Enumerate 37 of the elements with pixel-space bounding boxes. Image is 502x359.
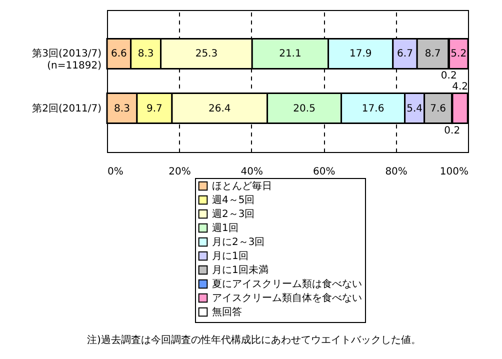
data-label: 8.3	[138, 48, 154, 60]
data-label: 5.2	[450, 48, 467, 60]
data-label: 6.6	[110, 48, 127, 60]
x-tick-label: 100%	[440, 166, 468, 178]
legend-label: 月に1回未満	[212, 264, 268, 276]
data-label: 8.3	[114, 103, 130, 114]
x-tick-label: 40%	[240, 166, 264, 178]
x-tick-label: 80%	[385, 166, 408, 178]
data-label: 5.4	[406, 103, 423, 114]
data-label: 7.6	[430, 103, 446, 114]
data-label: 9.7	[146, 103, 162, 114]
x-tick-label: 20%	[168, 166, 191, 178]
data-label: 21.1	[279, 48, 302, 60]
legend-label: 週1回	[212, 223, 238, 234]
data-label: 4.2	[452, 81, 468, 92]
x-tick-label: 60%	[312, 166, 336, 178]
data-label: 25.3	[195, 48, 218, 60]
legend-label: アイスクリーム類自体を食べない	[212, 292, 362, 304]
legend-label: 週4～5回	[212, 195, 255, 206]
data-label: 17.9	[349, 48, 372, 60]
data-label: 26.4	[208, 103, 231, 114]
legend-label: 週2～3回	[212, 209, 255, 220]
y-tick-label: 第2回(2011/7)	[32, 102, 102, 114]
text: 注)過去調査は今回調査の性年代構成比にあわせてウエイトバックした値。	[87, 334, 421, 346]
data-label: 8.7	[424, 48, 441, 60]
legend-label: 月に2～3回	[212, 237, 265, 248]
x-tick-label: 0%	[108, 166, 124, 178]
legend-label: ほとんど毎日	[212, 180, 272, 192]
legend-label: 月に1回	[212, 251, 248, 262]
data-label: 0.2	[440, 70, 457, 82]
data-label: 17.6	[362, 103, 384, 114]
y-tick-label: 第3回(2013/7) (n=11892)	[32, 48, 102, 72]
data-label: 0.2	[444, 125, 460, 136]
legend-label: 無回答	[212, 306, 242, 318]
data-label: 6.7	[397, 48, 413, 60]
data-label: 20.5	[293, 103, 316, 114]
legend-label: 夏にアイスクリーム類は食べない	[212, 278, 362, 290]
